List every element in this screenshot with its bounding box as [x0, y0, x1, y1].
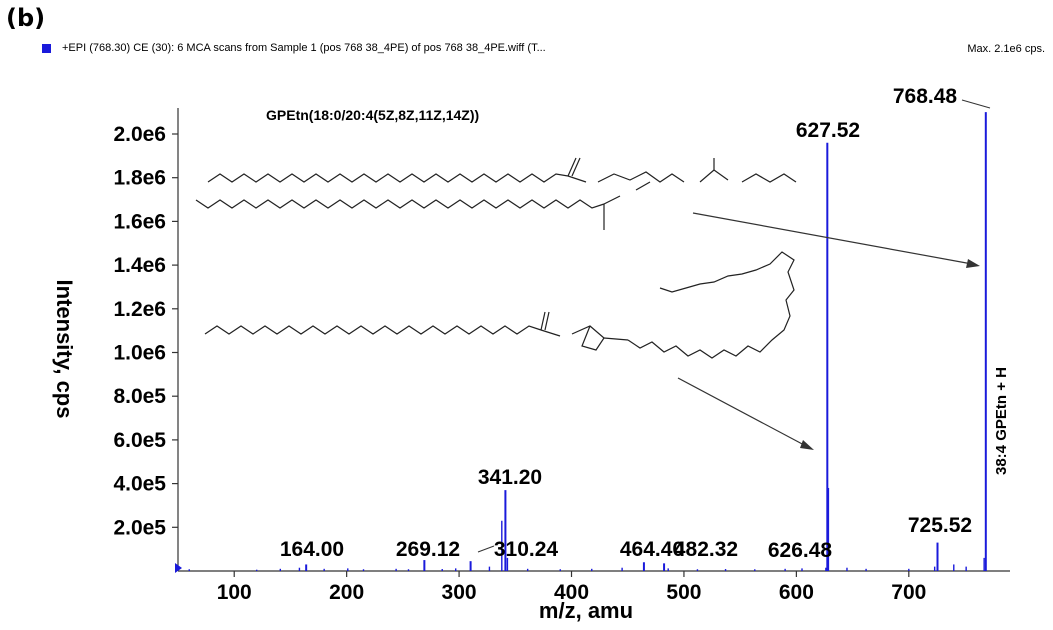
peak-label: 768.48	[893, 85, 958, 108]
x-tick-label: 100	[217, 581, 252, 604]
precursor-annotation: 38:4 GPEtn + H	[993, 367, 1010, 475]
y-tick-label: 2.0e5	[113, 516, 166, 539]
y-tick-label: 8.0e5	[113, 385, 166, 408]
peak-label: 310.24	[494, 538, 559, 561]
scan-info-text: +EPI (768.30) CE (30): 6 MCA scans from …	[62, 42, 546, 54]
minor-peak-group	[188, 487, 985, 571]
x-tick-label: 600	[779, 581, 814, 604]
chart-title: GPEtn(18:0/20:4(5Z,8Z,11Z,14Z))	[266, 107, 479, 123]
y-tick-label: 4.0e5	[113, 473, 166, 496]
molecule-structure-fragment	[204, 251, 795, 359]
label-leader-310	[477, 545, 495, 553]
y-tick-label: 1.0e6	[113, 342, 166, 365]
peak-label: 626.48	[768, 539, 833, 562]
x-tick-label: 200	[329, 581, 364, 604]
peak-label: 341.20	[478, 466, 542, 489]
panel-label: (b)	[6, 4, 46, 32]
y-tick-label: 6.0e5	[113, 429, 166, 452]
peak-label: 482.32	[674, 538, 738, 561]
label-leader-768	[961, 99, 991, 109]
x-tick-label: 300	[442, 581, 477, 604]
arrow-precursor	[692, 212, 980, 268]
arrow-fragment	[677, 377, 814, 450]
molecule-structure-precursor	[195, 157, 797, 230]
peak-label: 164.00	[280, 538, 344, 561]
x-axis-title: m/z, amu	[539, 598, 633, 623]
max-intensity-text: Max. 2.1e6 cps.	[967, 43, 1045, 55]
y-tick-label: 1.4e6	[113, 254, 166, 277]
x-tick-group: 100 200 300 400 500 600 700	[217, 571, 926, 604]
y-tick-label: 2.0e6	[113, 123, 166, 146]
y-tick-label: 1.2e6	[113, 298, 166, 321]
y-tick-group: 2.0e5 4.0e5 6.0e5 8.0e5 1.0e6 1.2e6 1.4e6 1.6e6…	[113, 123, 178, 539]
peak-label: 627.52	[796, 119, 860, 142]
peak-label: 269.12	[396, 538, 460, 561]
x-tick-label: 700	[891, 581, 926, 604]
x-tick-label: 500	[666, 581, 701, 604]
axis-origin-marker	[175, 563, 182, 573]
peak-label: 725.52	[908, 514, 972, 537]
major-peak-group	[305, 112, 987, 571]
y-tick-label: 1.6e6	[113, 210, 166, 233]
y-axis-title: Intensity, cps	[52, 280, 77, 419]
legend-marker	[42, 44, 51, 53]
peak-label: 464.40	[620, 538, 684, 561]
x-tick-label: 400	[554, 581, 589, 604]
y-tick-label: 1.8e6	[113, 167, 166, 190]
